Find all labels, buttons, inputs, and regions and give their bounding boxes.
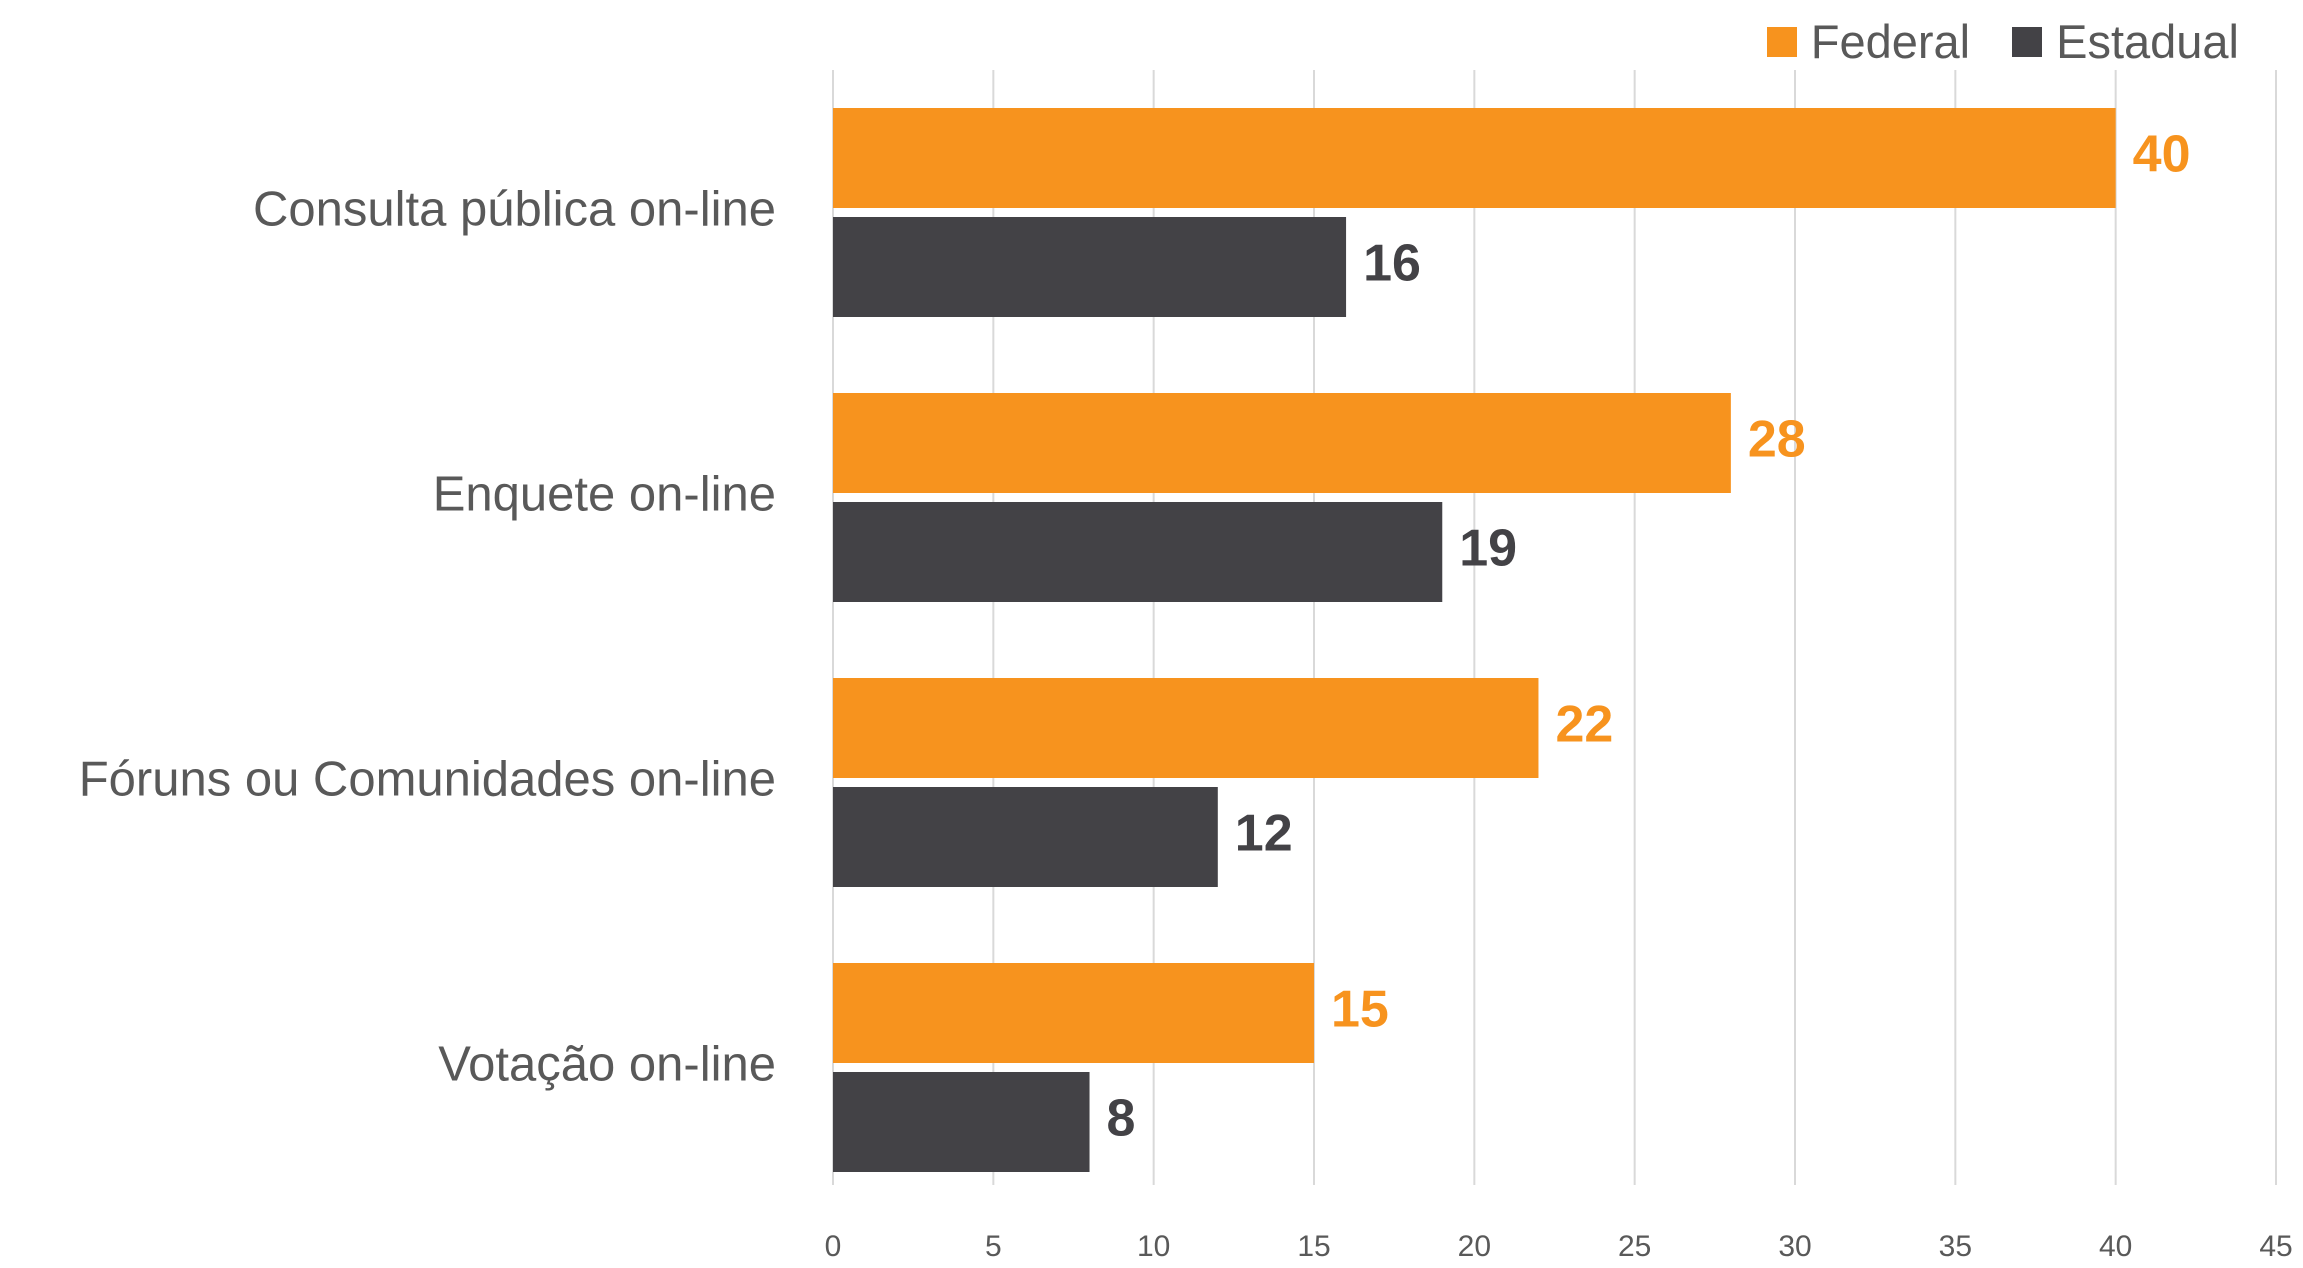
x-tick-label-30: 30 (1778, 1230, 1811, 1263)
chart-legend: Federal Estadual (1766, 14, 2239, 69)
legend-label-federal: Federal (1810, 15, 1971, 68)
bar-federal-1 (833, 393, 1731, 493)
category-label-1: Enquete on-line (433, 467, 776, 521)
data-label-federal-0: 40 (2133, 126, 2191, 184)
bar-federal-2 (833, 678, 1539, 778)
x-tick-label-25: 25 (1618, 1230, 1651, 1263)
legend-swatch-estadual (2012, 26, 2043, 57)
category-label-3: Votação on-line (438, 1037, 776, 1091)
bar-estadual-1 (833, 502, 1443, 602)
bar-estadual-3 (833, 1072, 1090, 1172)
data-label-federal-2: 22 (1555, 696, 1613, 754)
category-label-0: Consulta pública on-line (253, 182, 776, 236)
x-tick-label-5: 5 (985, 1230, 1002, 1263)
x-tick-label-0: 0 (825, 1230, 842, 1263)
x-tick-label-35: 35 (1939, 1230, 1972, 1263)
x-tick-label-40: 40 (2099, 1230, 2132, 1263)
data-label-federal-3: 15 (1331, 981, 1389, 1039)
bar-federal-0 (833, 108, 2116, 208)
x-tick-label-45: 45 (2259, 1230, 2292, 1263)
data-label-federal-1: 28 (1748, 411, 1806, 469)
bar-estadual-0 (833, 217, 1347, 317)
x-tick-label-15: 15 (1297, 1230, 1330, 1263)
legend-item-federal: Federal (1766, 14, 1971, 69)
bar-estadual-2 (833, 787, 1218, 887)
legend-item-estadual: Estadual (2012, 14, 2239, 69)
category-label-2: Fóruns ou Comunidades on-line (79, 752, 776, 806)
data-label-estadual-0: 16 (1363, 235, 1421, 293)
legend-swatch-federal (1766, 26, 1797, 57)
data-label-estadual-1: 19 (1459, 520, 1517, 578)
data-label-estadual-2: 12 (1235, 805, 1293, 863)
data-label-estadual-3: 8 (1107, 1090, 1136, 1148)
legend-label-estadual: Estadual (2056, 15, 2239, 68)
bar-federal-3 (833, 963, 1314, 1063)
x-tick-label-20: 20 (1458, 1230, 1491, 1263)
x-tick-label-10: 10 (1137, 1230, 1170, 1263)
